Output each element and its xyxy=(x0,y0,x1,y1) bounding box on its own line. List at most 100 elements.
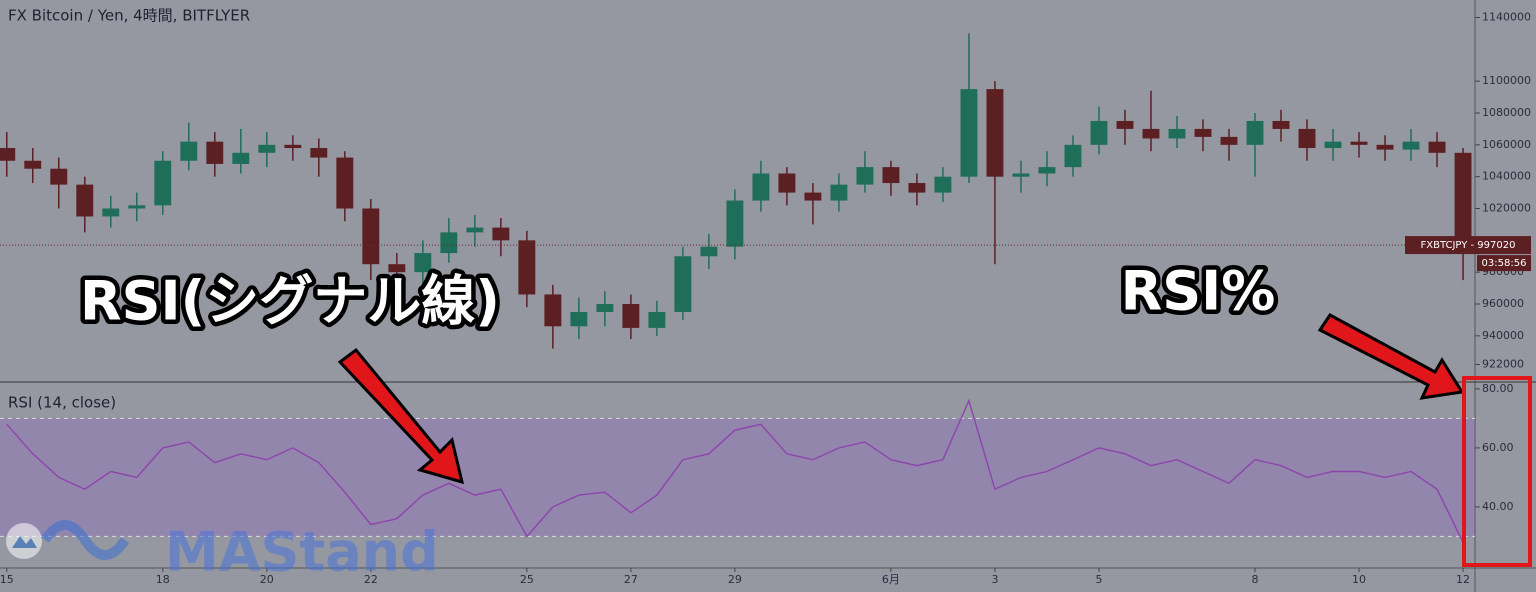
countdown-bg xyxy=(1477,255,1531,272)
logo-wave xyxy=(40,520,130,560)
candle-body xyxy=(1402,141,1420,150)
candle-body xyxy=(726,200,744,247)
candle-body xyxy=(934,176,952,193)
candle-body xyxy=(908,183,926,193)
candle-body xyxy=(466,227,484,233)
candle-body xyxy=(24,160,42,169)
candle-body xyxy=(388,264,406,273)
x-tick-label: 10 xyxy=(1352,573,1366,586)
countdown: 03:58:56 xyxy=(1482,258,1527,269)
rsi-line xyxy=(6,398,1464,543)
logo-mark xyxy=(12,536,37,548)
candle-body xyxy=(50,168,68,185)
candle-body xyxy=(596,304,614,312)
watermark-text: MAStand xyxy=(165,521,439,584)
candle-body xyxy=(648,311,666,328)
y-tick-label: 1080000 xyxy=(1482,106,1531,119)
annotation: RSI(シグナル線) xyxy=(80,270,500,333)
logo xyxy=(6,523,42,559)
x-tick-label: 5 xyxy=(1095,573,1102,586)
pane-title: RSI (14, close) xyxy=(8,394,116,412)
candle-body xyxy=(1376,144,1394,150)
candle-body xyxy=(856,167,874,185)
annotation: RSI% xyxy=(1121,260,1276,323)
candle-body xyxy=(1064,144,1082,168)
candle-body xyxy=(206,141,224,164)
candle-body xyxy=(1272,120,1290,129)
candle-body xyxy=(440,232,458,254)
y-tick-label: 922000 xyxy=(1482,357,1524,370)
candle-body xyxy=(154,160,172,206)
x-tick-label: 27 xyxy=(624,573,638,586)
candle-body xyxy=(882,167,900,184)
x-tick-label: 25 xyxy=(520,573,534,586)
y-tick-label: 40.00 xyxy=(1482,500,1514,513)
candle-body xyxy=(180,141,198,161)
band xyxy=(0,418,1475,537)
candle-body xyxy=(1246,120,1264,145)
y-tick-label: 1020000 xyxy=(1482,202,1531,215)
y-tick-label: 1140000 xyxy=(1482,11,1531,24)
candle-body xyxy=(102,208,120,217)
candle-body xyxy=(284,144,302,149)
candle-body xyxy=(570,311,588,327)
candle-body xyxy=(1428,141,1446,153)
candle-body xyxy=(128,205,146,209)
y-tick-label: 1100000 xyxy=(1482,74,1531,87)
candle-body xyxy=(1116,120,1134,129)
candle-body xyxy=(986,89,1004,177)
candle-body xyxy=(1012,173,1030,177)
candle-body xyxy=(830,184,848,201)
candle-body xyxy=(310,148,328,158)
candle-body xyxy=(674,256,692,312)
candle-body xyxy=(258,144,276,153)
y-tick-label: 1060000 xyxy=(1482,138,1531,151)
candle-body xyxy=(1454,152,1472,246)
watermark: MAStand xyxy=(6,520,439,584)
candle-body xyxy=(960,89,978,177)
candle-body xyxy=(492,227,510,241)
candle-body xyxy=(544,294,562,327)
x-tick-label: 8 xyxy=(1251,573,1258,586)
y-tick-label: 940000 xyxy=(1482,329,1524,342)
x-tick-label: 20 xyxy=(260,573,274,586)
x-tick-label: 15 xyxy=(0,573,14,586)
candle-body xyxy=(804,192,822,201)
candle-body xyxy=(1350,141,1368,145)
candle-body xyxy=(1038,167,1056,174)
chart-title: FX Bitcoin / Yen, 4時間, BITFLYER xyxy=(8,7,250,25)
candle-body xyxy=(1220,136,1238,145)
y-tick-label: 1040000 xyxy=(1482,170,1531,183)
arrow xyxy=(1317,313,1465,400)
candle-body xyxy=(0,148,16,161)
price-label-bg xyxy=(1405,236,1531,255)
x-tick-label: 6月 xyxy=(882,573,900,586)
candle-body xyxy=(1298,128,1316,149)
candle-body xyxy=(414,253,432,273)
x-tick-label: 29 xyxy=(728,573,742,586)
y-tick-label: 60.00 xyxy=(1482,441,1514,454)
candle-body xyxy=(1194,128,1212,137)
candle-body xyxy=(232,152,250,164)
candle-body xyxy=(1090,120,1108,145)
y-tick-label: 960000 xyxy=(1482,297,1524,310)
price-label: FXBTCJPY - 997020 xyxy=(1421,240,1516,251)
candle-body xyxy=(778,173,796,193)
candle-body xyxy=(1324,141,1342,149)
x-tick-label: 18 xyxy=(156,573,170,586)
candle-body xyxy=(518,240,536,295)
arrow xyxy=(337,347,465,485)
candle-body xyxy=(1168,128,1186,139)
candle-body xyxy=(622,304,640,328)
candle-body xyxy=(336,157,354,209)
candle-body xyxy=(362,208,380,265)
candle-body xyxy=(700,246,718,257)
x-tick-label: 3 xyxy=(991,573,998,586)
y-tick-label: 80.00 xyxy=(1482,382,1514,395)
candle-body xyxy=(1142,128,1160,139)
highlight-box xyxy=(1462,376,1532,567)
x-tick-label: 22 xyxy=(364,573,378,586)
candle-body xyxy=(752,173,770,201)
